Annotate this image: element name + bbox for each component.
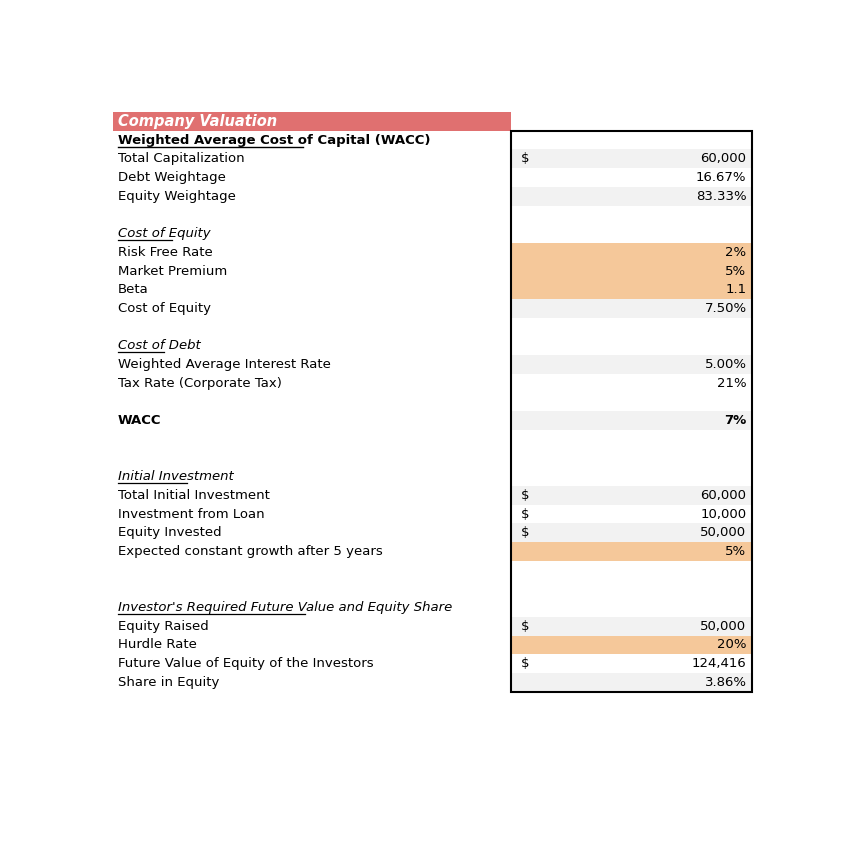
Text: $: $ <box>521 153 530 165</box>
Text: Company Valuation: Company Valuation <box>118 114 277 129</box>
Text: 124,416: 124,416 <box>692 657 746 671</box>
Text: Investment from Loan: Investment from Loan <box>118 508 264 521</box>
Text: Risk Free Rate: Risk Free Rate <box>118 246 212 259</box>
Text: Cost of Debt: Cost of Debt <box>118 339 201 352</box>
Text: 2%: 2% <box>725 246 746 259</box>
Text: Equity Weightage: Equity Weightage <box>118 190 236 203</box>
Bar <box>512 486 751 504</box>
Text: Share in Equity: Share in Equity <box>118 676 219 689</box>
Text: WACC: WACC <box>118 414 162 427</box>
Text: 50,000: 50,000 <box>700 619 746 633</box>
Text: Investor's Required Future Value and Equity Share: Investor's Required Future Value and Equ… <box>118 601 452 614</box>
Bar <box>113 112 512 130</box>
Bar <box>512 673 751 692</box>
Text: Initial Investment: Initial Investment <box>118 470 234 483</box>
Text: 10,000: 10,000 <box>700 508 746 521</box>
Text: Total Capitalization: Total Capitalization <box>118 153 245 165</box>
Bar <box>512 168 751 187</box>
Text: Cost of Equity: Cost of Equity <box>118 302 211 315</box>
Text: 21%: 21% <box>717 377 746 389</box>
Text: 1.1: 1.1 <box>725 283 746 296</box>
Bar <box>512 542 751 561</box>
Text: Beta: Beta <box>118 283 149 296</box>
Text: Debt Weightage: Debt Weightage <box>118 171 226 184</box>
Bar <box>512 187 751 205</box>
Bar <box>512 262 751 280</box>
Text: 20%: 20% <box>717 638 746 652</box>
Text: 60,000: 60,000 <box>700 489 746 502</box>
Text: 5%: 5% <box>725 545 746 558</box>
Text: 83.33%: 83.33% <box>696 190 746 203</box>
Text: $: $ <box>521 527 530 539</box>
Text: Weighted Average Cost of Capital (WACC): Weighted Average Cost of Capital (WACC) <box>118 134 431 147</box>
Text: Expected constant growth after 5 years: Expected constant growth after 5 years <box>118 545 382 558</box>
Bar <box>512 412 751 430</box>
Bar <box>512 130 751 692</box>
Text: 5%: 5% <box>725 264 746 278</box>
Text: Hurdle Rate: Hurdle Rate <box>118 638 197 652</box>
Bar <box>512 280 751 299</box>
Text: Tax Rate (Corporate Tax): Tax Rate (Corporate Tax) <box>118 377 282 389</box>
Bar <box>512 636 751 654</box>
Text: 50,000: 50,000 <box>700 527 746 539</box>
Text: 7.50%: 7.50% <box>705 302 746 315</box>
Bar <box>512 617 751 636</box>
Bar <box>512 504 751 523</box>
Text: Market Premium: Market Premium <box>118 264 227 278</box>
Text: Weighted Average Interest Rate: Weighted Average Interest Rate <box>118 358 331 371</box>
Bar <box>512 654 751 673</box>
Text: Total Initial Investment: Total Initial Investment <box>118 489 270 502</box>
Bar <box>512 523 751 542</box>
Text: 5.00%: 5.00% <box>705 358 746 371</box>
Text: Cost of Equity: Cost of Equity <box>118 227 211 240</box>
Text: $: $ <box>521 489 530 502</box>
Text: 3.86%: 3.86% <box>705 676 746 689</box>
Text: Future Value of Equity of the Investors: Future Value of Equity of the Investors <box>118 657 374 671</box>
Text: 7%: 7% <box>724 414 746 427</box>
Bar <box>512 355 751 374</box>
Text: 60,000: 60,000 <box>700 153 746 165</box>
Bar <box>512 243 751 262</box>
Bar <box>512 299 751 318</box>
Bar <box>512 374 751 393</box>
Text: Equity Raised: Equity Raised <box>118 619 209 633</box>
Text: $: $ <box>521 657 530 671</box>
Text: 16.67%: 16.67% <box>696 171 746 184</box>
Text: $: $ <box>521 508 530 521</box>
Text: Equity Invested: Equity Invested <box>118 527 222 539</box>
Bar <box>512 149 751 168</box>
Text: $: $ <box>521 619 530 633</box>
